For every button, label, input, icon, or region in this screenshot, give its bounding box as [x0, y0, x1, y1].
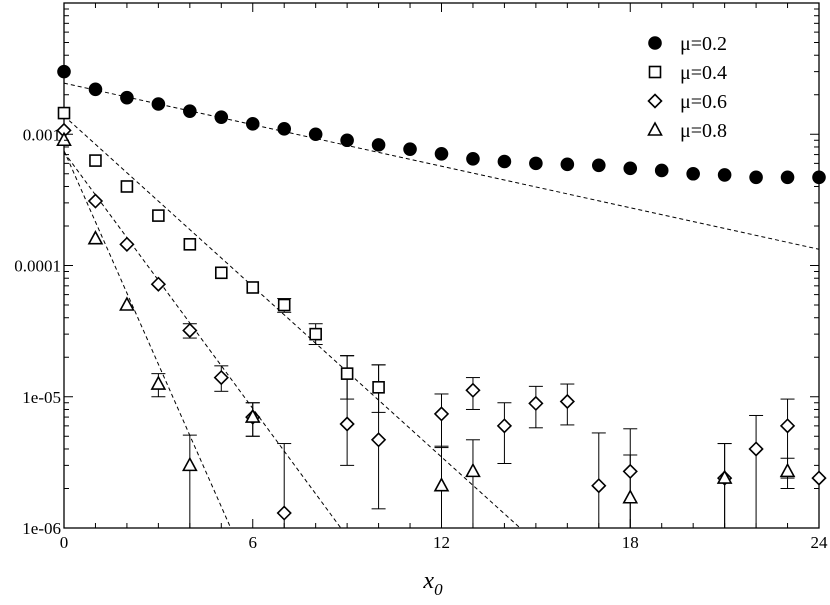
error-bars [151, 298, 795, 528]
error-bar-4-5 [182, 434, 197, 528]
point-1-21 [686, 166, 700, 181]
legend-label-3: μ=0.6 [680, 91, 727, 113]
fit-line-2 [63, 115, 521, 529]
point-1-5 [183, 104, 197, 118]
y-axis-ticks: 1e-06 1e-05 0.0001 0.001 [14, 8, 819, 538]
x-axis-ticks: 0 6 12 18 24 [60, 3, 828, 552]
point-1-2 [88, 82, 103, 97]
y-tick-label: 1e-06 [22, 519, 61, 538]
point-2-10 [340, 367, 354, 380]
point-3-15 [559, 393, 575, 410]
legend-marker-2 [648, 65, 662, 79]
point-2-9 [309, 327, 322, 341]
y-tick-label: 0.001 [23, 125, 61, 144]
data-markers [56, 64, 827, 521]
point-3-6 [213, 369, 229, 386]
point-1-6 [214, 110, 229, 124]
point-4-8 [465, 462, 481, 478]
error-bar-4-10 [717, 443, 732, 528]
x-tick-label: 24 [811, 533, 829, 552]
point-3-2 [87, 193, 104, 209]
fit-line-3 [63, 151, 342, 529]
point-1-13 [434, 146, 449, 161]
legend: μ=0.2 μ=0.4 μ=0.6 μ=0.8 [647, 33, 727, 142]
point-2-5 [183, 238, 197, 251]
point-1-17 [560, 157, 575, 172]
point-1-19 [623, 161, 638, 176]
point-3-10 [370, 432, 387, 448]
point-4-6 [244, 408, 261, 423]
point-1-14 [466, 152, 480, 166]
point-1-10 [340, 133, 354, 148]
x-tick-label: 6 [249, 533, 258, 552]
point-2-2 [89, 154, 102, 167]
point-1-8 [277, 122, 292, 136]
point-4-1 [56, 131, 72, 147]
point-1-9 [308, 127, 323, 142]
point-3-9 [339, 416, 355, 432]
fit-line-4 [63, 150, 232, 529]
error-bar-3-19 [749, 414, 764, 528]
point-1-20 [654, 163, 669, 178]
point-3-13 [496, 418, 513, 434]
x-tick-label: 12 [433, 533, 450, 552]
point-1-7 [245, 117, 260, 131]
legend-label-4: μ=0.8 [680, 120, 727, 142]
point-3-5 [182, 322, 198, 339]
point-2-11 [372, 381, 385, 394]
point-3-8 [276, 505, 292, 521]
point-1-22 [717, 168, 732, 182]
point-2-8 [277, 298, 291, 312]
legend-marker-3 [647, 93, 663, 109]
point-1-3 [120, 90, 134, 105]
x-axis-title-subscript: 0 [434, 580, 443, 599]
point-1-25 [812, 170, 826, 185]
point-1-18 [591, 158, 606, 173]
point-3-17 [622, 463, 638, 480]
point-4-7 [433, 477, 450, 492]
point-4-2 [87, 230, 104, 245]
point-1-11 [371, 138, 386, 152]
point-1-16 [529, 156, 543, 171]
point-3-3 [119, 236, 135, 252]
point-3-4 [150, 276, 167, 292]
point-2-4 [152, 209, 165, 222]
point-4-10 [716, 469, 733, 484]
point-3-21 [811, 470, 827, 486]
point-3-16 [591, 478, 607, 494]
point-4-3 [119, 296, 135, 311]
point-3-20 [779, 418, 796, 434]
point-2-3 [120, 180, 134, 193]
legend-marker-1 [648, 36, 662, 50]
point-1-12 [403, 142, 417, 156]
point-3-19 [748, 441, 764, 457]
x-tick-label: 18 [622, 533, 639, 552]
point-3-12 [465, 382, 481, 398]
point-2-1 [57, 106, 71, 120]
point-1-4 [151, 97, 166, 111]
point-3-14 [528, 395, 544, 412]
point-1-23 [749, 170, 763, 185]
point-4-9 [622, 489, 639, 504]
point-1-24 [780, 170, 795, 185]
x-axis-title: x0 [422, 568, 443, 599]
legend-label-1: μ=0.2 [680, 33, 727, 55]
legend-marker-4 [647, 121, 663, 136]
point-4-5 [181, 456, 198, 472]
y-tick-label: 0.0001 [14, 257, 61, 276]
point-3-11 [433, 406, 450, 422]
point-4-11 [779, 462, 796, 478]
error-bar-4-8 [465, 439, 480, 528]
point-1-15 [497, 154, 512, 169]
y-tick-label: 1e-05 [22, 388, 61, 407]
point-2-6 [214, 266, 228, 280]
point-2-7 [246, 281, 260, 294]
x-axis-title-main: x [422, 568, 434, 594]
legend-label-2: μ=0.4 [680, 62, 727, 84]
x-tick-label: 0 [60, 533, 69, 552]
point-4-4 [150, 375, 167, 390]
